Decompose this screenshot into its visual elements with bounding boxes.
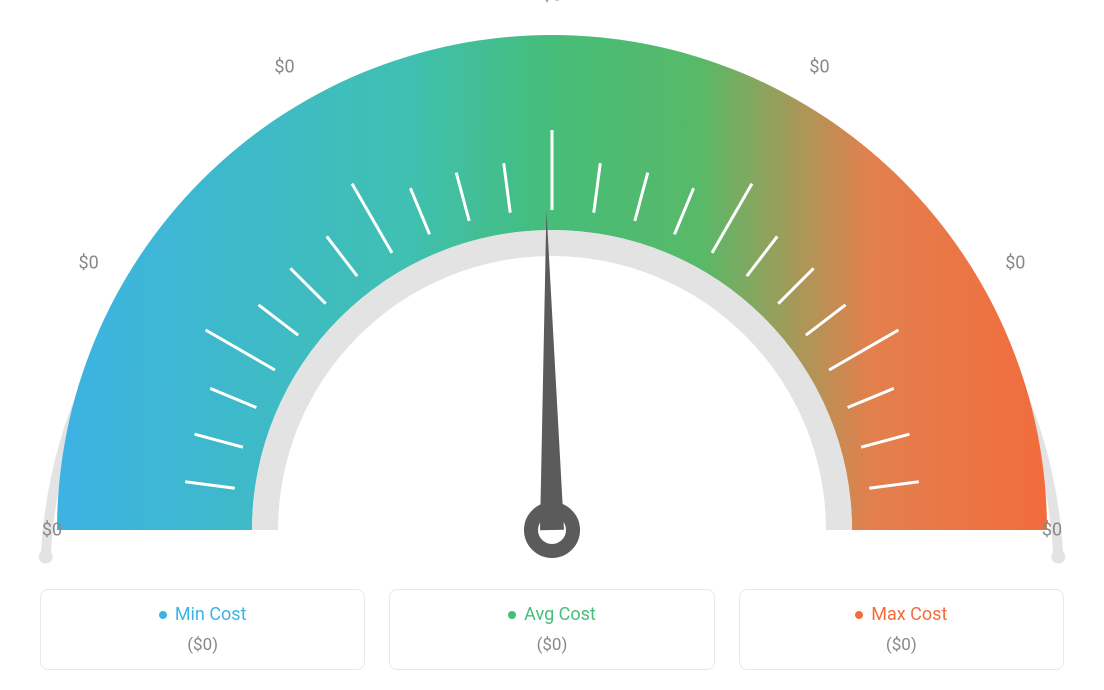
tick-label: $0 bbox=[79, 252, 99, 273]
tick-label: $0 bbox=[1042, 520, 1062, 541]
legend-label-wrap: Avg Cost bbox=[508, 604, 596, 625]
needle bbox=[540, 210, 564, 530]
legend-label-wrap: Min Cost bbox=[159, 604, 247, 625]
ring-cap bbox=[39, 550, 53, 564]
legend-card-max: Max Cost ($0) bbox=[739, 589, 1064, 670]
legend-dot-icon bbox=[508, 611, 516, 619]
legend-row: Min Cost ($0) Avg Cost ($0) Max Cost ($0) bbox=[40, 589, 1064, 670]
legend-dot-icon bbox=[159, 611, 167, 619]
legend-dot-icon bbox=[855, 611, 863, 619]
legend-value: ($0) bbox=[187, 635, 218, 655]
legend-label: Min Cost bbox=[175, 604, 247, 625]
legend-value: ($0) bbox=[537, 635, 568, 655]
tick-label: $0 bbox=[542, 0, 562, 6]
tick-label: $0 bbox=[274, 56, 294, 77]
ring-cap bbox=[1051, 550, 1065, 564]
legend-label: Max Cost bbox=[871, 604, 947, 625]
legend-label-wrap: Max Cost bbox=[855, 604, 947, 625]
tick-label: $0 bbox=[809, 56, 829, 77]
legend-label: Avg Cost bbox=[524, 604, 596, 625]
legend-card-avg: Avg Cost ($0) bbox=[389, 589, 714, 670]
tick-label: $0 bbox=[1005, 252, 1025, 273]
tick-label: $0 bbox=[42, 520, 62, 541]
legend-value: ($0) bbox=[886, 635, 917, 655]
gauge-svg bbox=[32, 20, 1072, 570]
legend-card-min: Min Cost ($0) bbox=[40, 589, 365, 670]
gauge-chart-container: $0$0$0$0$0$0$0 Min Cost($0)Avg Cost($0)M… bbox=[0, 0, 1104, 690]
gauge-wrap: $0$0$0$0$0$0$0 bbox=[32, 20, 1072, 570]
